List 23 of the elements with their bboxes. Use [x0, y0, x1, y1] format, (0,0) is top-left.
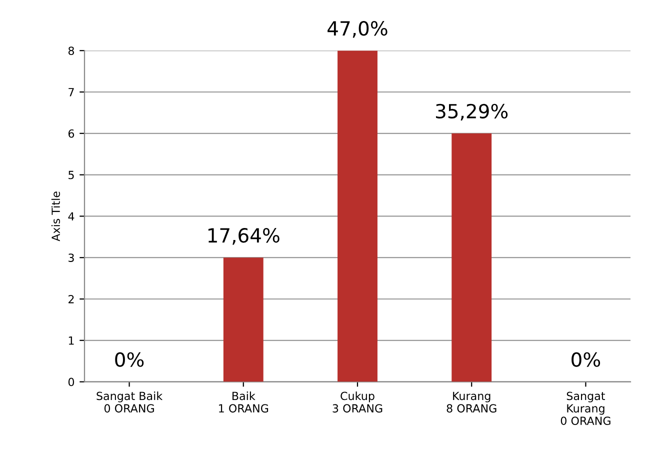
annotation: 0% [115, 352, 144, 367]
annotation: 47,0% [328, 21, 388, 38]
y-tick-label: 4 [68, 212, 74, 220]
annotation: 0% [572, 352, 600, 367]
y-tick-label: 7 [68, 88, 74, 96]
x-tick-label: Sangat Baik 0 ORANG [96, 392, 163, 413]
x-tick-label: Baik 1 ORANG [219, 392, 268, 413]
y-tick-label: 6 [68, 129, 74, 138]
x-tick-label: Sangat Kurang 0 ORANG [560, 392, 610, 426]
annotation: 35,29% [436, 104, 508, 121]
x-tick-label: Cukup 3 ORANG [332, 392, 382, 413]
x-tick-label: Kurang 8 ORANG [446, 392, 496, 413]
y-tick-label: 5 [68, 170, 74, 180]
y-tick-label: 3 [68, 254, 74, 262]
y-tick-label: 2 [68, 294, 74, 304]
annotation: 17,64% [208, 228, 280, 245]
bar [338, 50, 378, 382]
bar [452, 133, 492, 382]
y-tick-label: 0 [68, 378, 74, 386]
y-tick-label: 8 [68, 46, 74, 55]
bar [223, 258, 264, 382]
y-axis-title: Axis Title [51, 192, 60, 242]
y-tick-label: 1 [68, 336, 74, 345]
